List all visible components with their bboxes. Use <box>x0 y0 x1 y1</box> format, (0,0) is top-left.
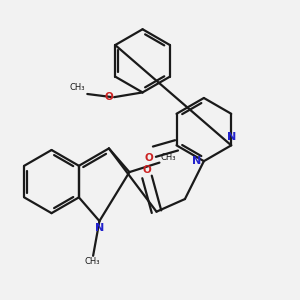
Text: N: N <box>192 156 202 166</box>
Text: CH₃: CH₃ <box>84 257 100 266</box>
Text: O: O <box>105 92 113 102</box>
Text: O: O <box>145 153 153 163</box>
Text: N: N <box>226 132 236 142</box>
Text: CH₃: CH₃ <box>160 152 176 161</box>
Text: CH₃: CH₃ <box>70 83 86 92</box>
Text: O: O <box>143 165 152 175</box>
Text: N: N <box>95 223 104 233</box>
